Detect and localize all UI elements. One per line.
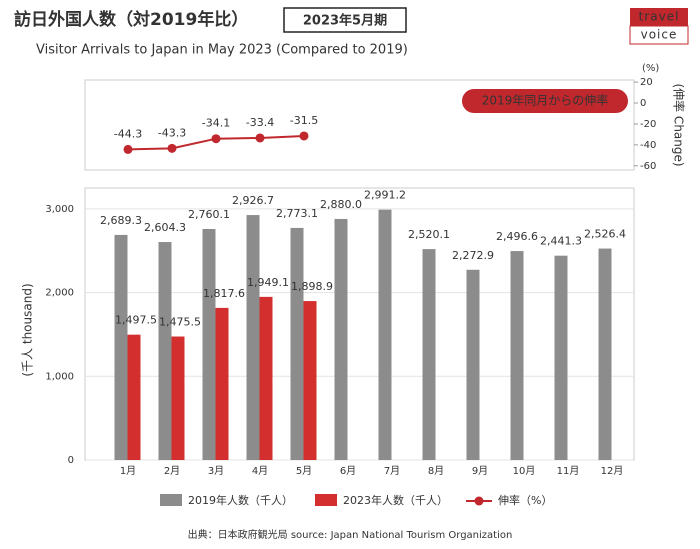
annotation-box [462,89,628,113]
bar [378,209,392,460]
data-label: 2,880.0 [320,198,362,211]
data-label: 2,760.1 [188,208,230,221]
bar [290,227,304,460]
bar [114,234,128,460]
bar [510,251,524,460]
bar [215,307,229,460]
x-tick-label: 8月 [428,465,444,477]
data-label: 1,475.5 [159,316,201,329]
x-tick-label: 3月 [208,465,224,477]
data-label: 1,898.9 [291,280,333,293]
data-label: -31.5 [290,114,318,127]
legend-label: 伸率（%） [498,493,552,507]
bar [171,336,185,460]
y2-tick-label: -60 [640,161,656,172]
y2-label: (伸率 Change) [672,83,687,166]
y2-tick-label: 20 [640,77,653,88]
data-label: 2,926.7 [232,194,274,207]
bar [158,242,172,460]
x-tick-label: 12月 [601,465,624,477]
bar [303,301,317,460]
data-label: 1,949.1 [247,276,289,289]
x-tick-label: 1月 [120,465,136,477]
logo-text: voice [641,28,678,42]
logo-text: travel [639,10,680,24]
legend-swatch [315,494,337,506]
x-tick-label: 7月 [384,465,400,477]
data-label: -34.1 [202,117,230,130]
y2-tick-label: -40 [640,140,656,151]
data-label: 2,604.3 [144,221,186,234]
x-tick-label: 9月 [472,465,488,477]
bar [202,229,216,460]
y-tick-label: 2,000 [45,288,74,299]
annotation: 2019年同月からの伸率 [482,93,609,108]
data-label: 2,689.3 [100,214,142,227]
y2-tick-label: -20 [640,119,656,130]
data-label: 1,817.6 [203,287,245,300]
data-label: 2,520.1 [408,228,450,241]
data-label: 2,526.4 [584,228,626,241]
data-label: 1,497.5 [115,314,157,327]
bar [554,255,568,460]
legend-label: 2019年人数（千人） [188,493,293,507]
bar [598,248,612,460]
legend-label: 2023年人数（千人） [343,493,448,507]
y2-unit: (%) [642,63,659,74]
bar [334,218,348,460]
x-tick-label: 2月 [164,465,180,477]
data-label: 2,272.9 [452,249,494,262]
legend-swatch [160,494,182,506]
y-tick-label: 0 [68,455,74,466]
bar [246,215,260,460]
data-label: 2,496.6 [496,230,538,243]
data-label: -43.3 [158,126,186,139]
bar [259,296,273,460]
point [299,131,309,141]
logo-top [630,8,688,26]
period-box [283,7,407,33]
x-tick-label: 6月 [340,465,356,477]
point [123,144,133,154]
data-label: -33.4 [246,116,274,129]
data-label: -44.3 [114,127,142,140]
y-tick-label: 1,000 [45,371,74,382]
point [255,133,265,143]
data-label: 2,991.2 [364,189,406,202]
data-label: 2,441.3 [540,235,582,248]
point [167,143,177,153]
logo-bottom [629,25,689,45]
data-label: 2,773.1 [276,207,318,220]
x-tick-label: 10月 [513,465,536,477]
bar [422,249,436,460]
y-tick-label: 3,000 [45,204,74,215]
y-label: (千人 thousand) [21,283,35,376]
bar [127,334,141,460]
period: 2023年5月期 [303,13,387,29]
y2-tick-label: 0 [640,98,646,109]
x-tick-label: 11月 [557,465,580,477]
title: 訪日外国人数（対2019年比） [14,9,248,30]
subtitle: Visitor Arrivals to Japan in May 2023 (C… [36,43,408,58]
x-tick-label: 5月 [296,465,312,477]
bar [466,269,480,460]
point [211,134,221,144]
x-tick-label: 4月 [252,465,268,477]
source: 出典：日本政府観光局 source: Japan National Touris… [188,528,513,541]
legend-marker [474,496,484,506]
plot-frame [84,79,635,171]
